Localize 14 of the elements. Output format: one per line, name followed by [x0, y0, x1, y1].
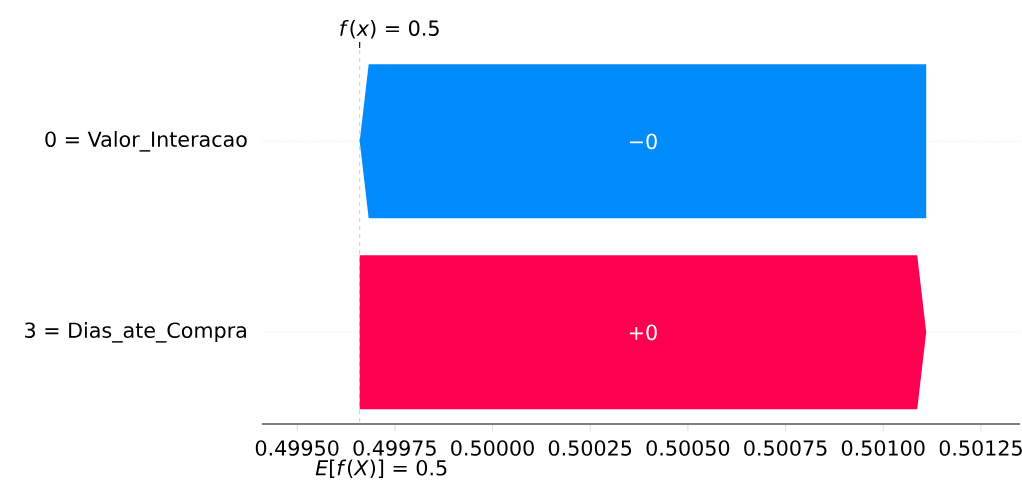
x-tick-label: 0.50125 — [939, 440, 1022, 456]
data-label: −0 — [629, 133, 657, 150]
data-label: +0 — [629, 324, 657, 341]
x-tick-label: 0.50050 — [646, 440, 730, 456]
ref-line-label: f(x) = 0.5 — [340, 19, 439, 39]
text: E[f(X)] = 0.5 — [315, 459, 447, 479]
y-tick-label: 3 = Dias_ate_Compra — [25, 322, 246, 343]
x-tick-label: 0.49975 — [353, 440, 436, 456]
y-tick-label: 0 = Valor_Interacao — [45, 131, 247, 152]
x-tick-label: 0.50075 — [744, 440, 827, 456]
x-tick-label: 0.50100 — [841, 440, 925, 456]
x-tick-label: 0.49950 — [255, 440, 339, 456]
x-tick-label: 0.50025 — [548, 440, 632, 456]
x-tick-label: 0.50000 — [451, 440, 534, 456]
